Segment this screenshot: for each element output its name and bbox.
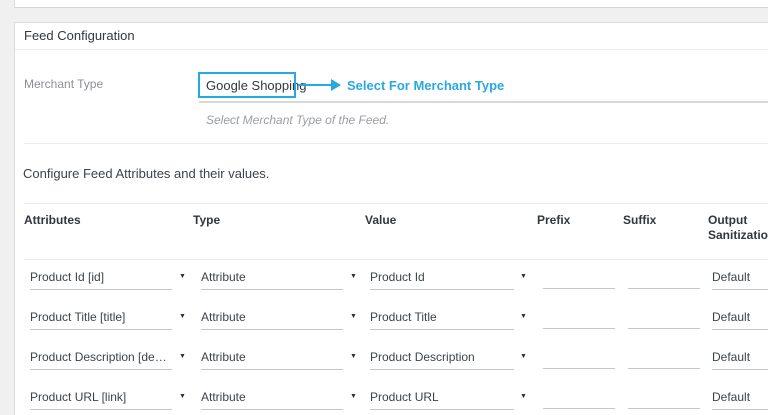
attribute-select-value: Product Id [id] <box>30 270 105 284</box>
table-row: Product URL [link] ▼ Attribute ▼ Product… <box>15 381 768 415</box>
value-select-value: Product Description <box>370 350 475 364</box>
divider <box>24 259 768 260</box>
output-sanitization-select[interactable]: Default <box>712 269 768 290</box>
column-header-value: Value <box>365 213 397 227</box>
merchant-type-selected-value: Google Shopping <box>206 78 307 93</box>
divider <box>24 143 768 144</box>
value-select[interactable]: Product Description <box>370 349 514 370</box>
type-select[interactable]: Attribute <box>201 389 343 410</box>
dropdown-arrow-icon: ▼ <box>350 393 357 400</box>
type-select[interactable]: Attribute <box>201 269 343 290</box>
prefix-input[interactable] <box>543 309 615 329</box>
type-select-value: Attribute <box>201 270 246 284</box>
dropdown-arrow-icon: ▼ <box>179 313 186 320</box>
dropdown-arrow-icon: ▼ <box>350 313 357 320</box>
dropdown-arrow-icon: ▼ <box>179 353 186 360</box>
dropdown-arrow-icon: ▼ <box>179 393 186 400</box>
merchant-type-label: Merchant Type <box>24 77 104 91</box>
column-header-prefix: Prefix <box>537 213 571 227</box>
dropdown-arrow-icon: ▼ <box>350 273 357 280</box>
output-sanitization-value: Default <box>712 310 751 324</box>
table-row: Product Title [title] ▼ Attribute ▼ Prod… <box>15 301 768 341</box>
output-sanitization-value: Default <box>712 350 751 364</box>
type-select[interactable]: Attribute <box>201 309 343 330</box>
dropdown-arrow-icon: ▼ <box>520 313 527 320</box>
column-header-output-sanitization: Output Sanitization <box>708 213 768 242</box>
suffix-input[interactable] <box>628 389 700 409</box>
type-select-value: Attribute <box>201 310 246 324</box>
suffix-input[interactable] <box>628 269 700 289</box>
type-select-value: Attribute <box>201 390 246 404</box>
type-select[interactable]: Attribute <box>201 349 343 370</box>
annotation-arrow-line <box>298 84 333 86</box>
output-sanitization-value: Default <box>712 390 751 404</box>
prefix-input[interactable] <box>543 389 615 409</box>
attribute-select[interactable]: Product Id [id] <box>30 269 172 290</box>
dropdown-arrow-icon: ▼ <box>520 273 527 280</box>
type-select-value: Attribute <box>201 350 246 364</box>
attribute-select-value: Product URL [link] <box>30 390 127 404</box>
dropdown-arrow-icon: ▼ <box>179 273 186 280</box>
value-select-value: Product URL <box>370 390 439 404</box>
merchant-type-help-text: Select Merchant Type of the Feed. <box>206 113 390 127</box>
suffix-input[interactable] <box>628 309 700 329</box>
attributes-intro-text: Configure Feed Attributes and their valu… <box>23 166 270 181</box>
attribute-select[interactable]: Product Description [descrip... <box>30 349 172 370</box>
attribute-select[interactable]: Product URL [link] <box>30 389 172 410</box>
prefix-input[interactable] <box>543 269 615 289</box>
annotation-label: Select For Merchant Type <box>347 78 505 93</box>
dropdown-arrow-icon: ▼ <box>520 393 527 400</box>
prefix-input[interactable] <box>543 349 615 369</box>
attributes-table-body: Product Id [id] ▼ Attribute ▼ Product Id… <box>15 261 768 415</box>
attribute-select-value: Product Description [descrip... <box>30 350 172 364</box>
output-sanitization-select[interactable]: Default <box>712 349 768 370</box>
divider <box>24 203 768 204</box>
column-header-attributes: Attributes <box>24 213 81 227</box>
value-select[interactable]: Product URL <box>370 389 514 410</box>
attribute-select-value: Product Title [title] <box>30 310 126 324</box>
section-title: Feed Configuration <box>15 23 768 50</box>
output-sanitization-value: Default <box>712 270 751 284</box>
table-row: Product Description [descrip... ▼ Attrib… <box>15 341 768 381</box>
output-sanitization-select[interactable]: Default <box>712 309 768 330</box>
merchant-type-select[interactable]: Google Shopping <box>199 73 768 103</box>
annotation-arrow-icon <box>331 79 341 91</box>
dropdown-arrow-icon: ▼ <box>350 353 357 360</box>
table-row: Product Id [id] ▼ Attribute ▼ Product Id… <box>15 261 768 301</box>
value-select[interactable]: Product Title <box>370 309 514 330</box>
output-sanitization-select[interactable]: Default <box>712 389 768 410</box>
dropdown-arrow-icon: ▼ <box>520 353 527 360</box>
previous-card-bottom-strip <box>14 0 768 8</box>
attribute-select[interactable]: Product Title [title] <box>30 309 172 330</box>
feed-configuration-card: Feed Configuration Merchant Type Google … <box>14 22 768 415</box>
suffix-input[interactable] <box>628 349 700 369</box>
column-header-suffix: Suffix <box>623 213 657 227</box>
column-header-type: Type <box>193 213 221 227</box>
value-select-value: Product Id <box>370 270 425 284</box>
value-select[interactable]: Product Id <box>370 269 514 290</box>
value-select-value: Product Title <box>370 310 437 324</box>
